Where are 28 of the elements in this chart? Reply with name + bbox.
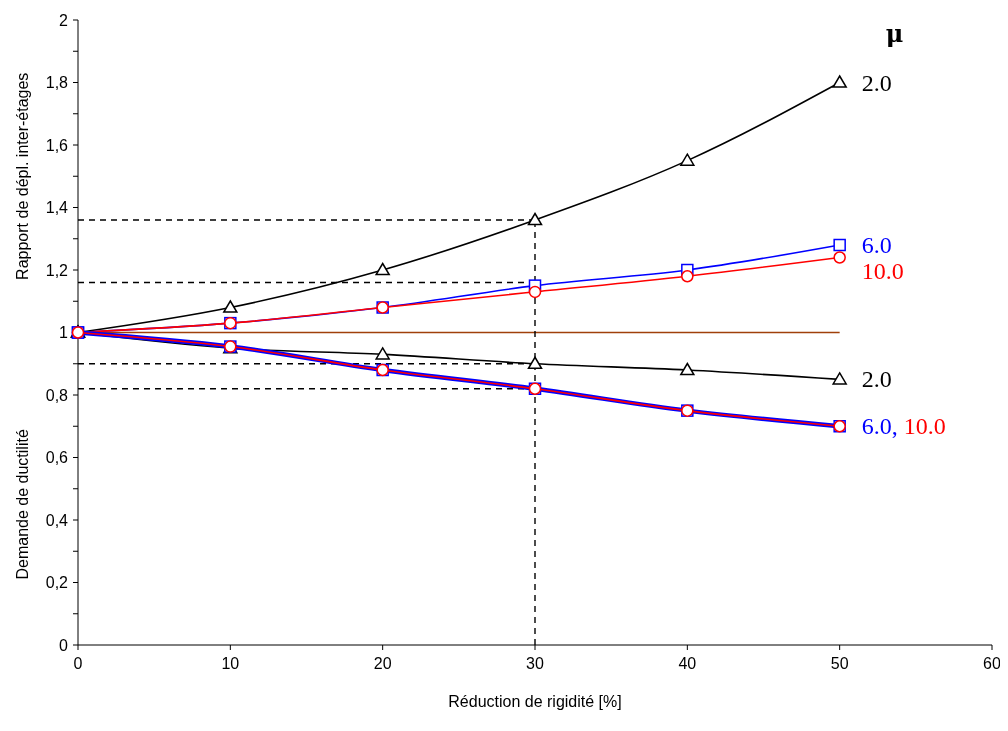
y-tick-label: 0 — [59, 636, 69, 654]
y-tick-label: 2 — [59, 11, 69, 29]
annotation: μ — [885, 19, 904, 48]
x-tick-label: 60 — [983, 655, 1001, 672]
series-label: 2.0 — [861, 69, 892, 96]
text: 10.0 — [903, 413, 946, 440]
x-tick-label: 10 — [221, 655, 240, 672]
x-tick-label: 50 — [830, 655, 849, 672]
x-axis-title: Réduction de rigidité [%] — [448, 693, 622, 710]
x-tick-label: 0 — [73, 655, 83, 672]
series-label: 2.0 — [861, 366, 892, 393]
series-label: 10.0 — [861, 258, 904, 284]
x-tick-label: 30 — [526, 655, 544, 672]
series-label: 6.0, — [861, 413, 898, 440]
y-tick-label: 0,6 — [45, 449, 69, 467]
x-tick-label: 40 — [678, 655, 697, 672]
y-tick-label: 1,2 — [45, 261, 69, 279]
y-tick-label: 1,8 — [45, 74, 69, 92]
series-label: 6.0 — [861, 232, 892, 258]
y-tick-label: 1,4 — [45, 199, 69, 217]
x-tick-label: 20 — [373, 655, 392, 672]
y-tick-label: 0,4 — [45, 511, 69, 529]
y-tick-label: 0,8 — [45, 386, 69, 404]
y-tick-label: 1,6 — [45, 136, 69, 154]
y-tick-label: 1 — [59, 324, 69, 342]
y-axis-title: Rapport de dépl. inter-étages — [14, 72, 31, 280]
y-tick-label: 0,2 — [45, 574, 69, 592]
text: Demande de ductilité — [14, 429, 31, 580]
